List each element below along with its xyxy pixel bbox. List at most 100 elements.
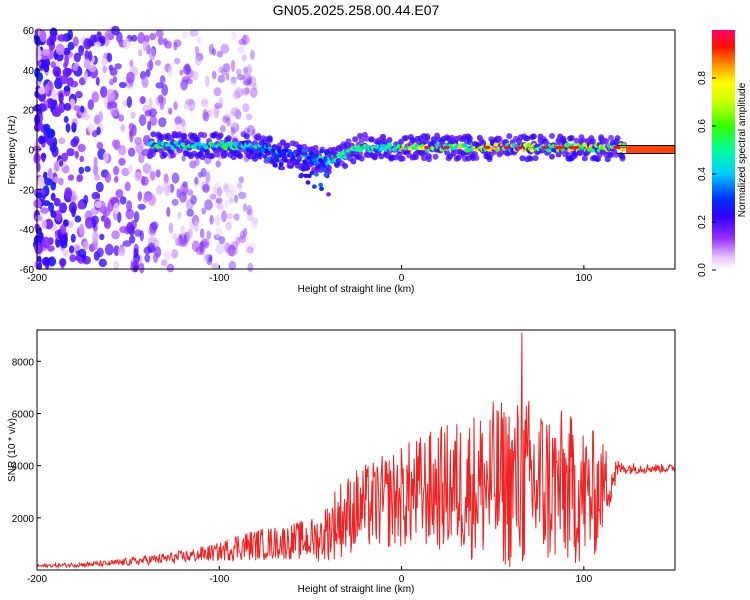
signal-halo [284,142,291,149]
noise-blob [83,58,91,69]
noise-blob [164,40,172,49]
noise-blob [163,251,172,260]
noise-blob [117,246,126,257]
colorbar-ticks: 0.0 0.2 0.4 0.6 0.8 [697,71,716,277]
signal-halo [549,153,555,160]
noise-blob [36,72,44,82]
noise-blob [242,103,250,113]
noise-blob [250,49,255,60]
noise-blob [41,152,46,163]
signal-halo [176,147,183,154]
noise-blob [84,50,89,61]
signal-halo [386,137,393,143]
signal-blob [219,140,225,145]
noise-blob [157,36,164,46]
noise-blob [112,76,118,83]
noise-blob [130,111,136,119]
noise-blob [155,169,161,178]
noise-blob [120,124,126,132]
signal-halo [252,140,258,147]
noise-blob [52,66,62,77]
dip-blob [322,157,328,162]
noise-blob [49,141,57,153]
colorbar-tick-label: 0.8 [697,71,708,85]
noise-blob [109,196,119,204]
noise-blob [137,191,143,202]
spectrogram-y-tick-label: 40 [23,66,35,77]
signal-peak [424,145,431,150]
noise-blob [200,99,209,108]
noise-blob [82,240,89,251]
noise-blob [180,225,186,237]
signal-halo [225,135,232,142]
noise-blob [220,43,230,54]
snr-x-tick-label: -200 [27,574,47,585]
noise-blob [243,79,252,87]
noise-blob [216,50,224,58]
noise-blob [41,49,50,56]
noise-blob [174,116,182,126]
signal-halo [342,163,349,169]
noise-blob [104,172,112,183]
noise-blob [202,108,208,120]
signal-halo [581,155,588,162]
noise-blob [126,222,133,234]
noise-blob [179,183,189,195]
noise-blob [228,244,237,257]
noise-blob [63,85,71,92]
snr-x-tick-label: 100 [576,574,593,585]
spectrogram-y-tick-label: 0 [28,146,34,157]
noise-blob [247,262,254,273]
noise-blob [239,230,245,240]
noise-blob [63,116,69,123]
noise-blob [202,183,210,193]
noise-blob [194,176,199,185]
noise-blob [147,194,157,206]
dip-blob [312,184,317,189]
noise-blob [230,122,240,134]
noise-blob [111,139,117,148]
colorbar-tick-label: 0.4 [697,167,708,181]
noise-blob [34,242,43,255]
noise-blob [149,33,157,41]
noise-blob [242,34,247,46]
dip-blob [300,167,306,172]
noise-blob [133,253,140,263]
signal-peak [568,145,575,150]
noise-blob [67,174,75,181]
noise-blob [246,209,254,222]
noise-blob [238,38,245,46]
noise-blob [225,73,230,81]
dip-blob [273,154,279,159]
noise-blob [96,247,104,258]
noise-blob [39,103,47,112]
noise-blob [39,30,47,43]
signal-halo [266,137,273,144]
dip-blob [280,166,285,171]
noise-blob [144,253,151,263]
signal-blob [155,144,161,150]
signal-blob [386,142,393,147]
dip-blob [270,148,276,153]
noise-blob [231,120,237,128]
signal-halo [399,155,406,162]
snr-x-ticks: -200 -100 0 100 [27,566,593,585]
noise-blob [104,243,114,256]
signal-halo [201,132,208,139]
signal-blob [462,143,468,148]
dip-blob [293,149,298,155]
noise-blob [91,91,100,103]
noise-blob [205,75,210,88]
noise-blob [149,170,156,181]
dip-blob [326,192,331,197]
noise-blob [64,68,73,75]
snr-y-tick-label: 4000 [12,462,35,473]
noise-blob [42,171,48,181]
noise-blob [58,101,66,114]
spectrogram-x-axis-label: Height of straight line (km) [298,284,415,295]
signal-halo [604,156,611,163]
noise-blob [122,38,131,50]
noise-blob [71,122,77,133]
noise-blob [50,61,56,69]
noise-blob [242,227,248,238]
